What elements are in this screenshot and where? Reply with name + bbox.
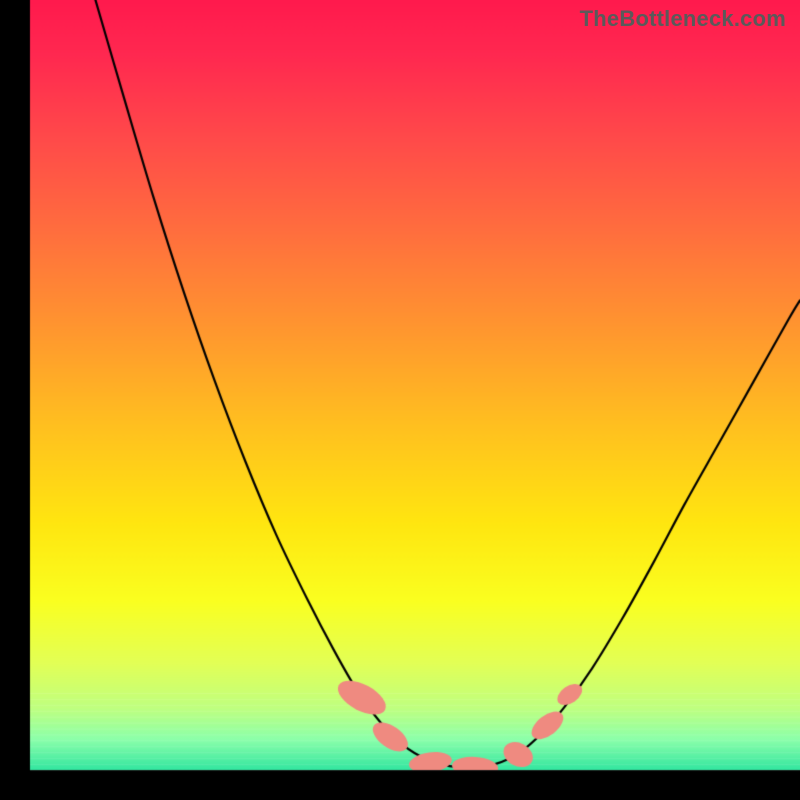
watermark-text: TheBottleneck.com [580,6,786,32]
bottleneck-chart [0,0,800,800]
